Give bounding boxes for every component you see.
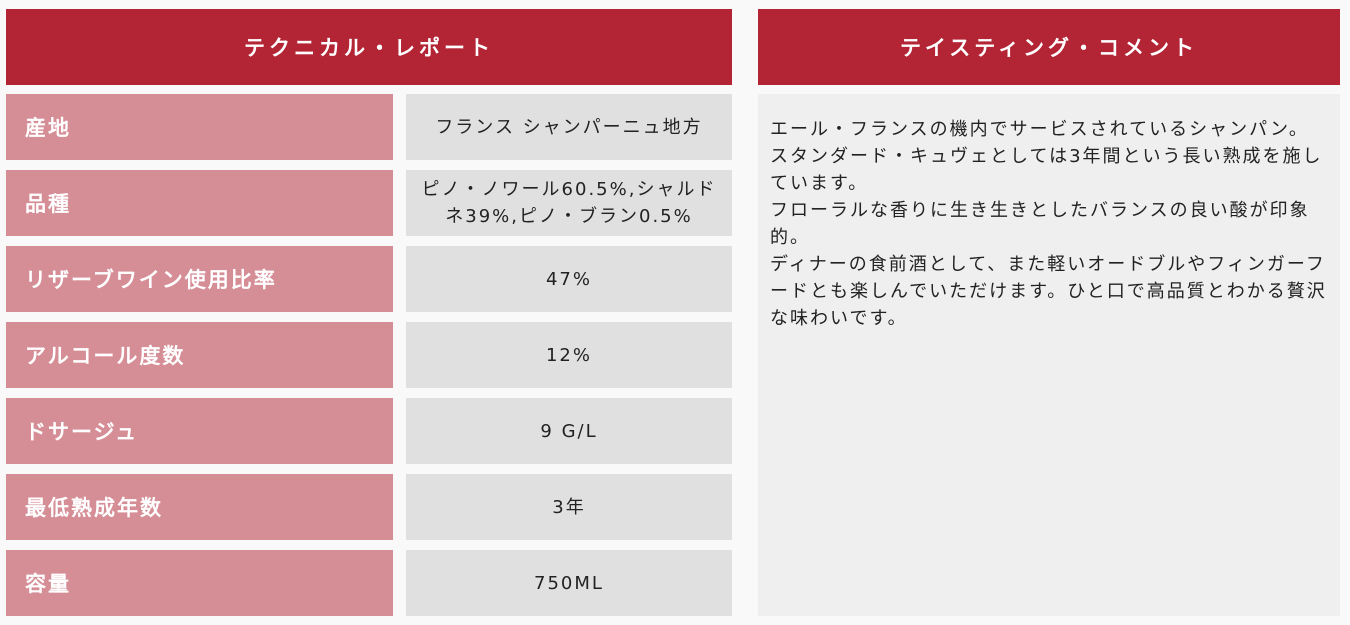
spec-value: 9 G/L [406,398,732,464]
spec-label: リザーブワイン使用比率 [6,246,393,312]
spec-value: ピノ・ノワール60.5%,シャルドネ39%,ピノ・ブラン0.5% [406,170,732,236]
spec-label: 産地 [6,94,393,160]
spec-label: 品種 [6,170,393,236]
tasting-comment-title: テイスティング・コメント [899,36,1199,60]
tasting-paragraph: エール・フランスの機内でサービスされているシャンパン。 [770,119,1309,140]
tasting-paragraph: ディナーの食前酒として、また軽いオードブルやフィンガーフードとも楽しんでいただけ… [770,254,1327,329]
tasting-paragraph: スタンダード・キュヴェとしては3年間という長い熟成を施しています。 [770,146,1323,194]
spec-label: 容量 [6,550,393,616]
spec-value: 3年 [406,474,732,540]
spec-value: フランス シャンパーニュ地方 [406,94,732,160]
tasting-paragraph: フローラルな香りに生き生きとしたバランスの良い酸が印象的。 [770,200,1310,248]
tasting-comment-body: エール・フランスの機内でサービスされているシャンパン。 スタンダード・キュヴェと… [758,94,1340,616]
spec-label: アルコール度数 [6,322,393,388]
spec-value: 47% [406,246,732,312]
spec-label: 最低熟成年数 [6,474,393,540]
spec-value: 12% [406,322,732,388]
technical-report-header: テクニカル・レポート [6,9,732,85]
technical-report-title: テクニカル・レポート [244,36,494,60]
spec-value: 750ML [406,550,732,616]
spec-label: ドサージュ [6,398,393,464]
tasting-comment-header: テイスティング・コメント [758,9,1340,85]
